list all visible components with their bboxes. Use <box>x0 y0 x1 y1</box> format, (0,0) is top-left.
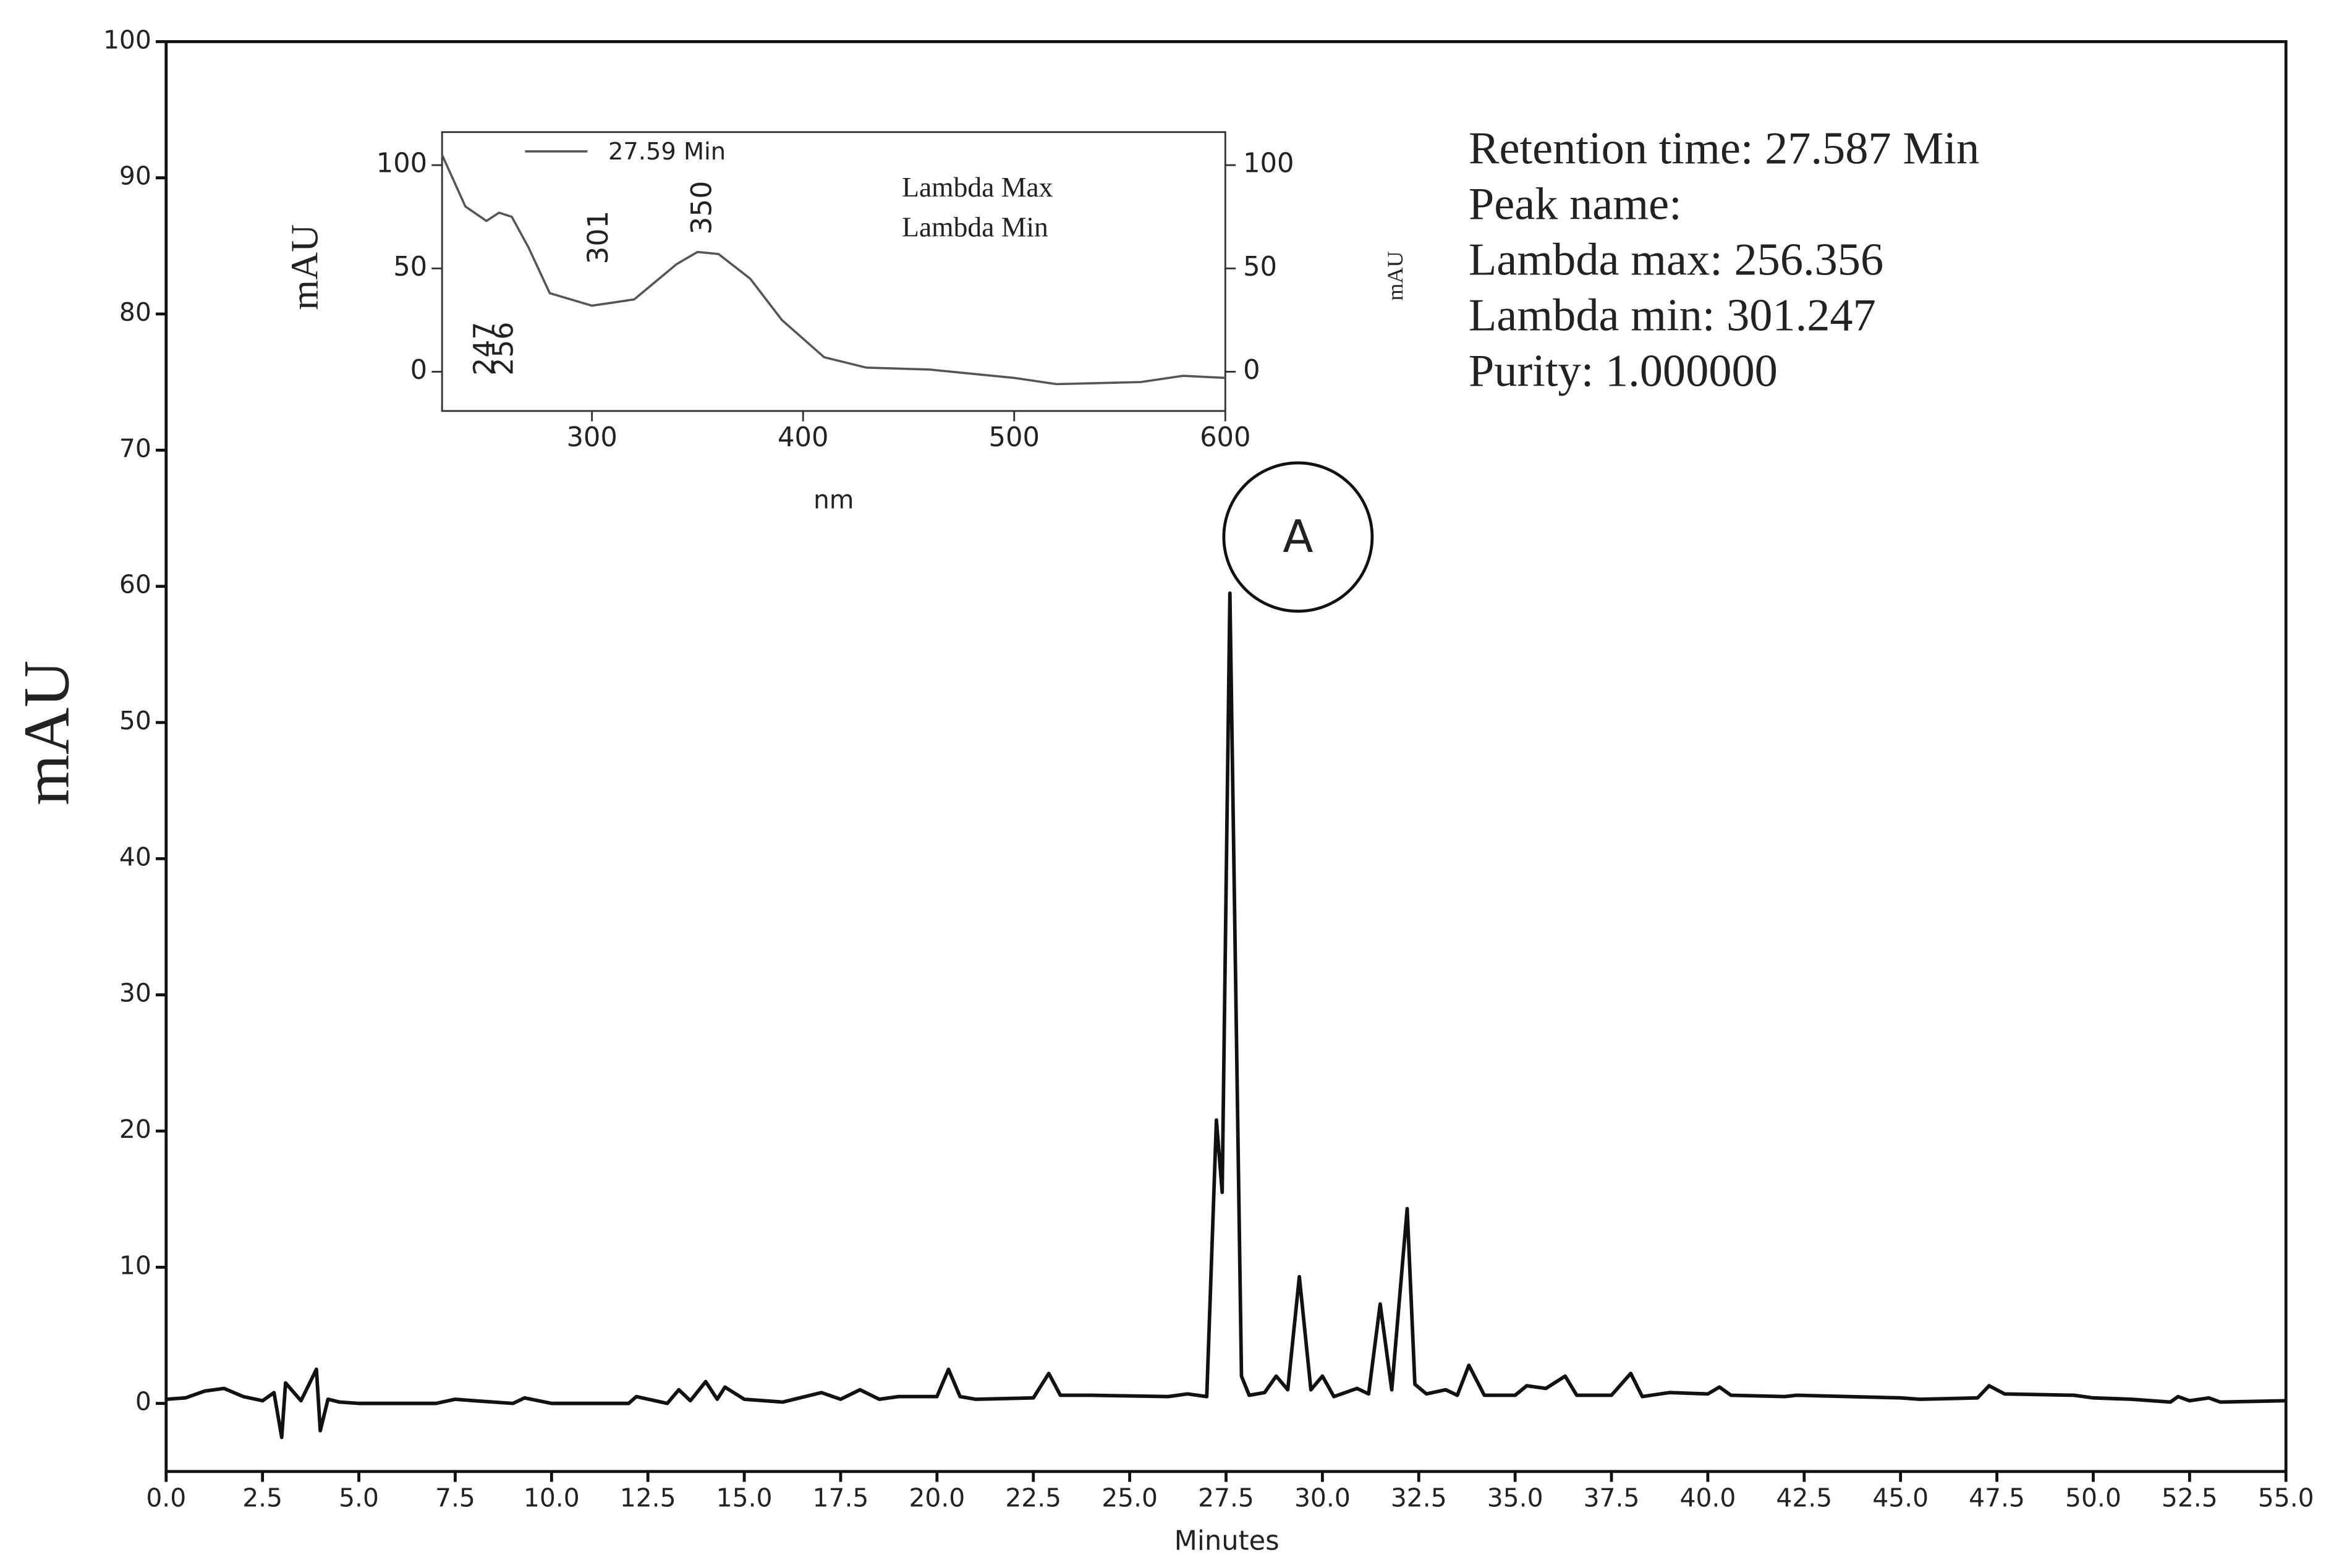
x-tick-label: 42.5 <box>1776 1483 1832 1512</box>
x-tick-label: 600 <box>1200 422 1250 453</box>
peak-label: 350 <box>685 181 718 235</box>
y-tick-label: 0 <box>135 1387 151 1417</box>
x-tick-label: 45.0 <box>1872 1483 1929 1512</box>
info-line: Peak name: <box>1469 179 1682 229</box>
x-tick-label: 55.0 <box>2258 1483 2314 1512</box>
x-tick-label: 17.5 <box>813 1483 869 1512</box>
x-tick-label: 10.0 <box>524 1483 580 1512</box>
x-tick-label: 0.0 <box>146 1483 186 1512</box>
y-tick-label: 100 <box>376 148 427 179</box>
y-tick-label: 90 <box>119 161 151 191</box>
inset-y-label: mAU <box>283 224 326 310</box>
y-tick-label: 30 <box>119 978 151 1008</box>
x-tick-label: 50.0 <box>2065 1483 2121 1512</box>
y-tick-label: 70 <box>119 433 151 463</box>
x-tick-label: 40.0 <box>1680 1483 1736 1512</box>
x-tick-label: 12.5 <box>620 1483 676 1512</box>
y-tick-label: 80 <box>119 297 151 327</box>
inset-x-label: nm <box>813 485 854 514</box>
x-tick-label: 32.5 <box>1391 1483 1447 1512</box>
info-line: Purity: 1.000000 <box>1469 345 1778 396</box>
x-tick-label: 15.0 <box>716 1483 773 1512</box>
x-tick-label: 5.0 <box>339 1483 379 1512</box>
x-tick-label: 20.0 <box>909 1483 965 1512</box>
x-tick-label: 30.0 <box>1294 1483 1351 1512</box>
y2-tick-label: 100 <box>1243 148 1294 179</box>
x-tick-label: 22.5 <box>1005 1483 1061 1512</box>
y-tick-label: 50 <box>393 252 427 282</box>
y-tick-label: 50 <box>119 706 151 735</box>
x-tick-label: 37.5 <box>1584 1483 1640 1512</box>
y-tick-label: 60 <box>119 570 151 600</box>
peak-label: 256 <box>486 322 519 376</box>
y2-tick-label: 50 <box>1243 252 1277 282</box>
y-tick-label: 20 <box>119 1114 151 1144</box>
data-line <box>441 154 1226 386</box>
peak-label: 301 <box>582 211 614 265</box>
annotation: Lambda Max <box>902 171 1053 203</box>
legend-label: 27.59 Min <box>608 138 726 166</box>
peak-circle <box>1222 461 1374 613</box>
y-tick-label: 10 <box>119 1250 151 1280</box>
x-tick-label: 25.0 <box>1101 1483 1158 1512</box>
y-tick-label: 0 <box>410 355 427 386</box>
x-tick-label: 400 <box>778 422 828 453</box>
inset-y2-label: mAU <box>1383 252 1407 301</box>
x-tick-label: 47.5 <box>1969 1483 2025 1512</box>
x-tick-label: 52.5 <box>2162 1483 2218 1512</box>
x-axis-label: Minutes <box>1174 1526 1280 1557</box>
annotation: Lambda Min <box>902 211 1048 243</box>
info-line: Retention time: 27.587 Min <box>1469 123 1979 174</box>
y-tick-label: 40 <box>119 842 151 871</box>
peak-label: 247 <box>468 322 501 376</box>
x-tick-label: 500 <box>989 422 1040 453</box>
info-line: Lambda max: 256.356 <box>1469 234 1883 285</box>
x-tick-label: 7.5 <box>435 1483 475 1512</box>
y-tick-label: 100 <box>103 25 151 54</box>
x-tick-label: 300 <box>566 422 617 453</box>
info-line: Lambda min: 301.247 <box>1469 290 1876 341</box>
x-tick-label: 35.0 <box>1487 1483 1543 1512</box>
data-line <box>166 591 2286 1439</box>
y-axis-label: mAU <box>11 660 83 805</box>
plot-frame <box>441 131 1226 412</box>
x-tick-label: 27.5 <box>1198 1483 1254 1512</box>
x-tick-label: 2.5 <box>242 1483 282 1512</box>
peak-marker: A <box>1283 511 1313 562</box>
y2-tick-label: 0 <box>1243 355 1260 386</box>
